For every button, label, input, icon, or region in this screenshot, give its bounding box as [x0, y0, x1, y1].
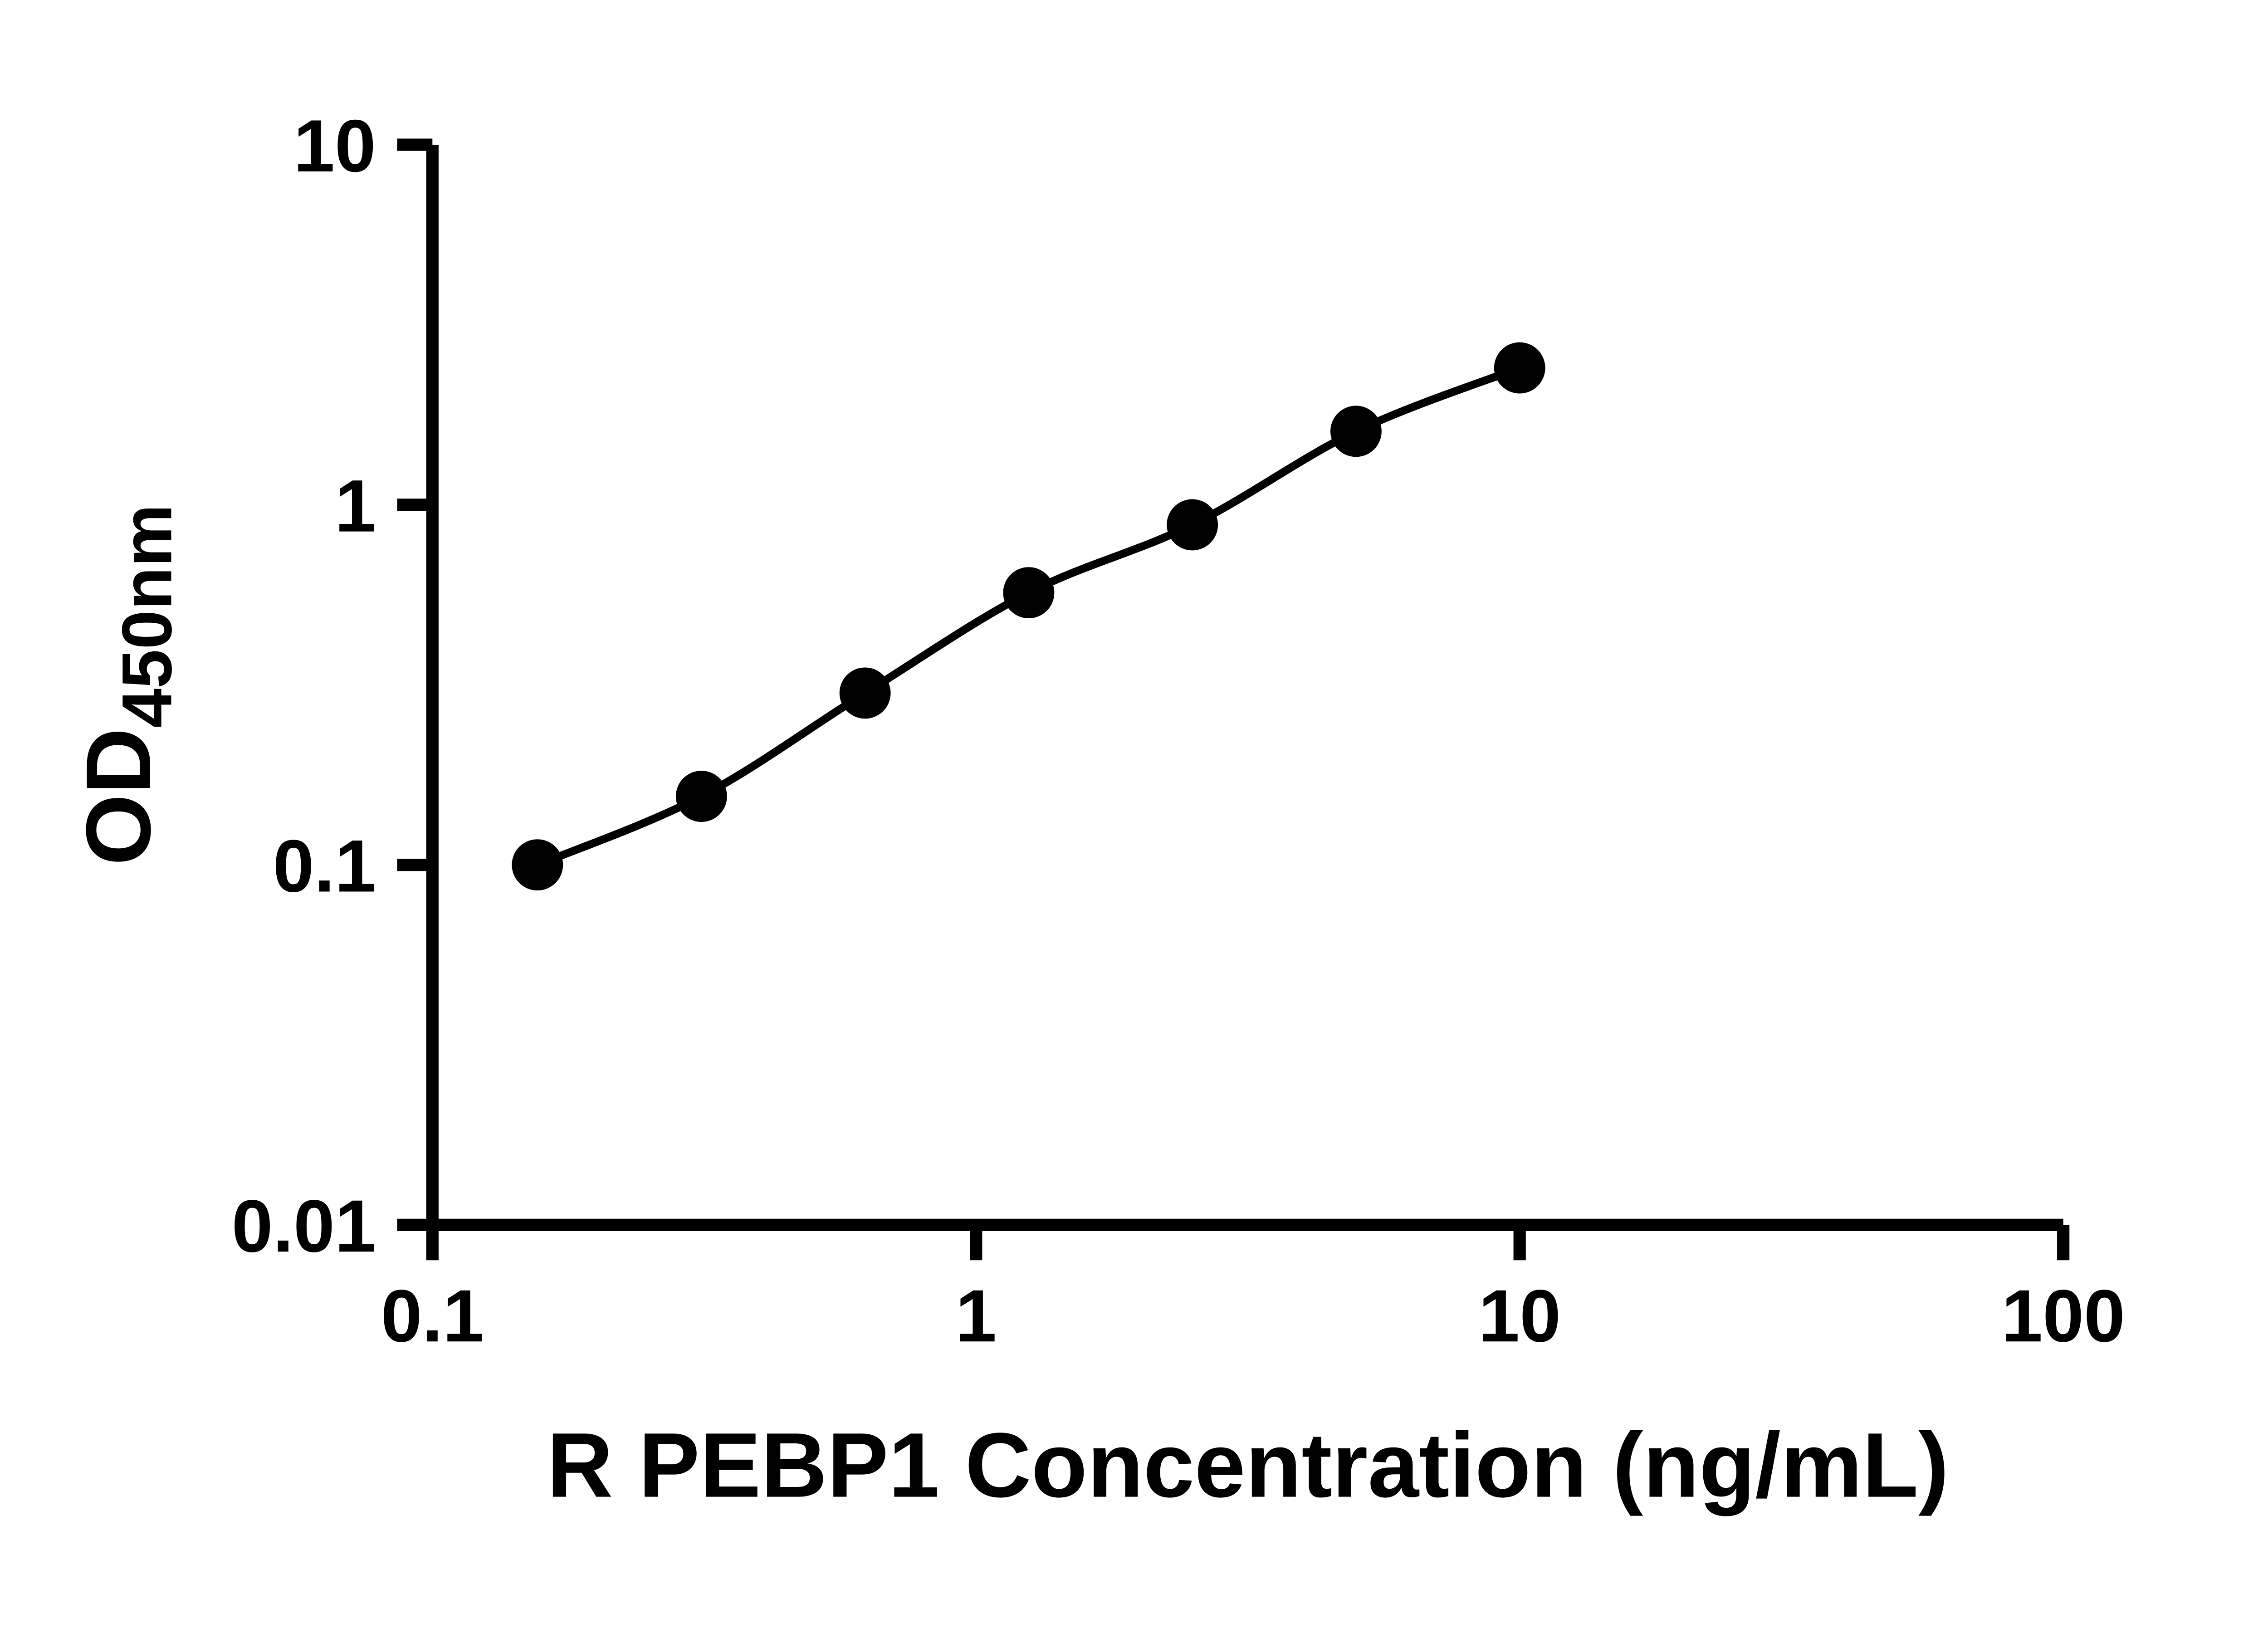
- data-point: [512, 839, 563, 891]
- x-tick-label: 0.1: [381, 1274, 484, 1357]
- y-tick-label: 0.1: [273, 824, 376, 907]
- data-point: [1003, 567, 1055, 619]
- data-point: [1494, 342, 1545, 394]
- x-axis-label: R PEBP1 Concentration (ng/mL): [547, 1414, 1949, 1516]
- x-tick-label: 10: [1478, 1274, 1561, 1357]
- y-tick-label: 10: [293, 104, 376, 187]
- y-axis-label-base: OD: [67, 728, 170, 866]
- data-point: [1330, 406, 1382, 457]
- y-tick-label: 0.01: [232, 1184, 376, 1267]
- x-tick-label: 100: [2001, 1274, 2125, 1357]
- elisa-standard-curve-figure: R PEBP1 Concentration (ng/mL) OD450nm 0.…: [67, 104, 2125, 1516]
- x-tick-label: 1: [955, 1274, 997, 1357]
- data-point: [839, 667, 891, 719]
- data-point: [675, 771, 727, 822]
- data-point: [1167, 499, 1218, 551]
- chart-canvas: R PEBP1 Concentration (ng/mL) OD450nm 0.…: [67, 104, 2125, 1516]
- y-tick-label: 1: [335, 464, 376, 548]
- y-axis-label-subscript: 450nm: [107, 504, 186, 728]
- y-axis-label: OD450nm: [67, 504, 186, 865]
- axis-spines: [426, 145, 2063, 1232]
